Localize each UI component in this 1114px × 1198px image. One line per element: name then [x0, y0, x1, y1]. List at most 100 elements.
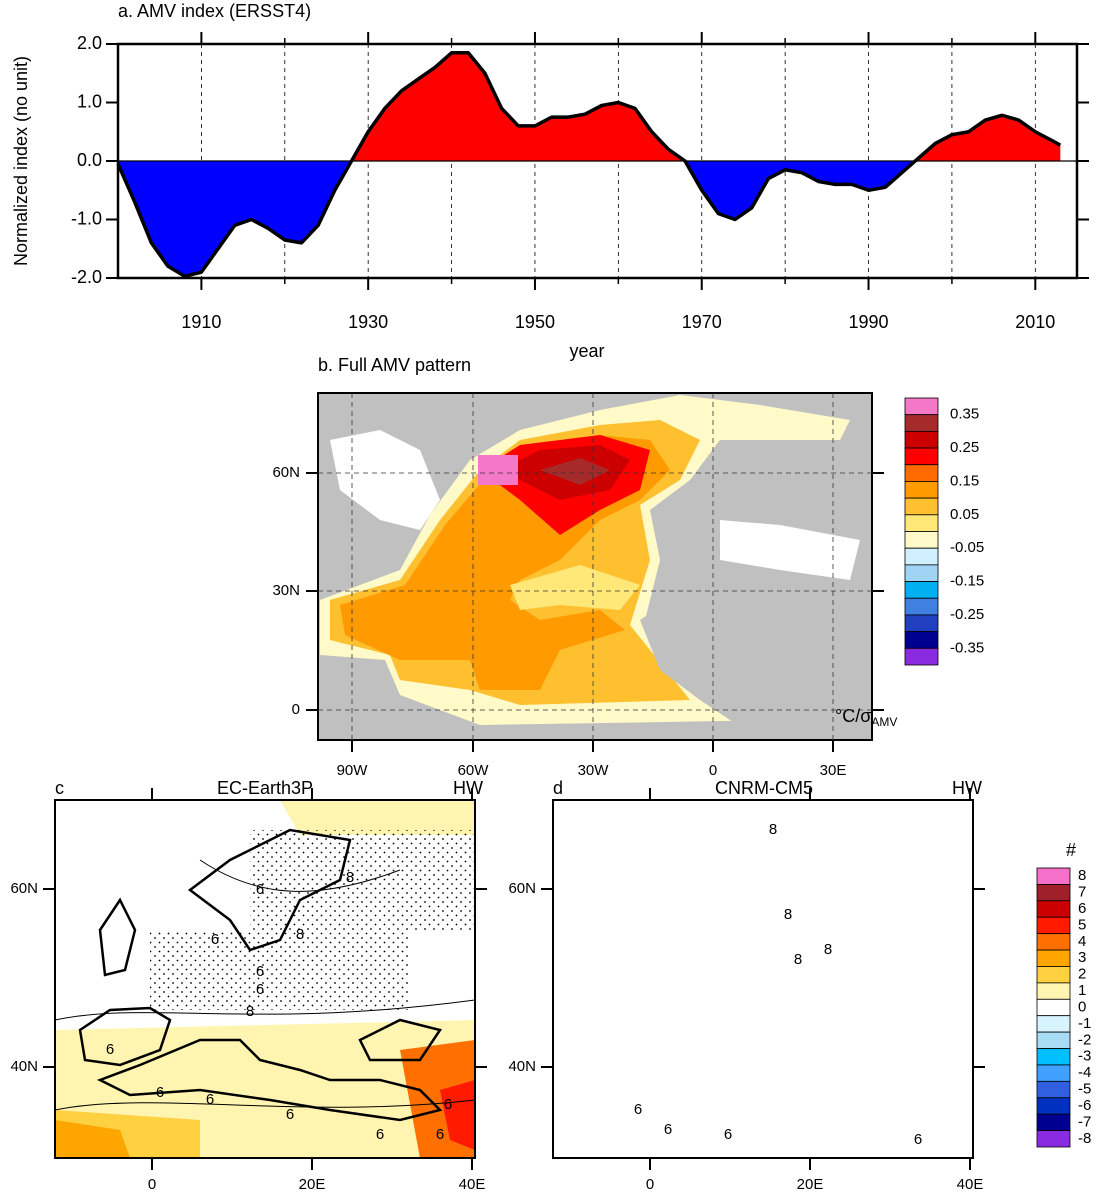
stipple: [648, 930, 908, 1010]
lat-label: 0: [292, 701, 300, 718]
y-tick-label: 1.0: [77, 91, 102, 111]
index-line: [116, 51, 1062, 278]
coastline: [598, 900, 633, 975]
colorbar-label: 6: [1078, 900, 1086, 917]
colorbar-label: 0.05: [950, 506, 979, 523]
colorbar-label: -0.05: [950, 539, 984, 556]
colorbar-box: [1036, 982, 1071, 1000]
contour-label: 6: [724, 1126, 732, 1143]
x-axis-label: year: [569, 341, 604, 361]
panel-a-title: a. AMV index (ERSST4): [118, 1, 311, 21]
lon-label: 20E: [797, 1176, 824, 1193]
contour-label: 6: [106, 1041, 114, 1058]
colorbar-box: [1036, 1097, 1071, 1115]
colorbar-label: 0.15: [950, 472, 979, 489]
colorbar-label: 7: [1078, 884, 1086, 901]
map-frame: [552, 799, 974, 1159]
contour-label: 6: [444, 1096, 452, 1113]
colorbar-box: [1036, 867, 1071, 885]
shaded-region: [553, 990, 973, 1158]
colorbar-box: [1036, 1130, 1071, 1148]
coastline: [98, 897, 137, 977]
colorbar-box: [904, 531, 939, 549]
colorbar-box: [904, 581, 939, 599]
positive-area: [118, 52, 1061, 161]
colorbar-unit: °C/σAMV: [835, 706, 897, 729]
panel-c-title: EC-Earth3P: [217, 778, 313, 798]
lon-label: 0: [148, 1176, 156, 1193]
colorbar-box: [904, 497, 939, 516]
contour: [553, 1100, 973, 1110]
contour-label: 6: [211, 931, 219, 948]
contour-label: 6: [286, 1106, 294, 1123]
colorbar-box: [1036, 966, 1071, 984]
y-tick-label: 2.0: [77, 33, 102, 53]
unit: °C/σ: [835, 706, 871, 726]
panel-c-tag: HW: [453, 778, 483, 798]
x-tick-label: 2010: [1015, 312, 1055, 332]
colorbar-label: -0.15: [950, 573, 984, 590]
colorbar-label: -6: [1078, 1097, 1091, 1114]
contour: [55, 999, 475, 1021]
map-map_d: [553, 800, 975, 1158]
colorbar-label: -1: [1078, 1015, 1091, 1032]
y-tick-label: 0.0: [77, 150, 102, 170]
lon-label: 0: [646, 1176, 654, 1193]
panel-d-letter: d: [553, 778, 563, 798]
x-tick-label: 1930: [348, 312, 388, 332]
colorbar-label: 2: [1078, 966, 1086, 983]
shaded-region: [888, 1045, 938, 1075]
lon-label: 20E: [299, 1176, 326, 1193]
contour: [55, 1099, 475, 1111]
coastline: [358, 1018, 443, 1062]
colorbar-label: 0.35: [950, 406, 979, 423]
contour-label: 8: [794, 951, 802, 968]
colorbar-box: [1036, 900, 1071, 918]
colorbar-box: [1036, 1048, 1071, 1066]
panel-d-tag: HW: [952, 778, 982, 798]
colorbar-box: [904, 614, 939, 633]
colorbar-box: [1036, 1080, 1071, 1099]
panel-b-title: b. Full AMV pattern: [318, 355, 471, 375]
lat-label: 60N: [10, 880, 38, 897]
colorbar-box: [904, 547, 939, 566]
stipple: [250, 830, 475, 930]
map-map_c: [55, 800, 475, 1158]
colorbar-box: [904, 464, 939, 482]
colorbar-label: -0.25: [950, 606, 984, 623]
lon-label: 40E: [459, 1176, 486, 1193]
shaded-region: [440, 1080, 475, 1150]
shaded-region: [798, 1030, 938, 1080]
coastline: [858, 1020, 938, 1060]
plot-frame: [116, 42, 1079, 280]
lat-label: 30N: [272, 582, 300, 599]
colorbar-box: [904, 514, 939, 532]
contour-label: 6: [664, 1121, 672, 1138]
contour-label: 6: [376, 1126, 384, 1143]
contour: [698, 860, 898, 891]
colorbar-box: [904, 631, 939, 649]
contour-label: 6: [256, 881, 264, 898]
lon-label: 40E: [957, 1176, 984, 1193]
contour-label: 8: [346, 869, 354, 886]
lon-label: 30W: [578, 762, 610, 779]
contour: [199, 859, 401, 892]
contour-label: 8: [784, 906, 792, 923]
colorbar-label: -4: [1078, 1064, 1091, 1081]
colorbar-label: 8: [1078, 867, 1086, 884]
colorbar-box: [1036, 1113, 1071, 1131]
y-axis-label: Normalized index (no unit): [11, 56, 31, 266]
contour: [553, 1000, 973, 1020]
colorbar-label: 3: [1078, 949, 1086, 966]
colorbar-label: 0.25: [950, 439, 979, 456]
stipple: [150, 930, 410, 1010]
colorbar-box: [904, 430, 939, 449]
lat-label: 40N: [10, 1058, 38, 1075]
stipple: [748, 830, 973, 930]
panel-c-letter: c: [55, 778, 64, 798]
colorbar-box: [1036, 1031, 1071, 1049]
colorbar-box: [904, 414, 939, 432]
colorbar-label: 5: [1078, 916, 1086, 933]
shaded-region: [280, 800, 475, 835]
